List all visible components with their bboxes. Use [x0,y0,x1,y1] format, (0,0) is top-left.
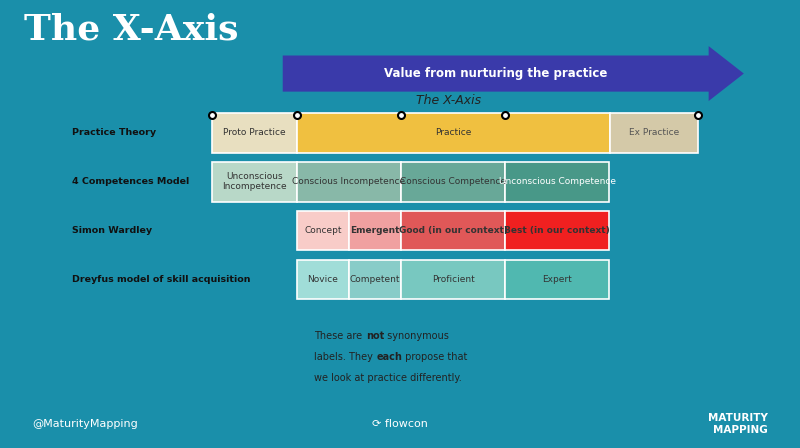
Text: @MaturityMapping: @MaturityMapping [32,419,138,429]
Text: Novice: Novice [307,275,338,284]
Text: each: each [376,352,402,362]
Text: Proficient: Proficient [432,275,474,284]
Text: Expert: Expert [542,275,572,284]
Text: Best (in our context): Best (in our context) [505,226,610,235]
FancyBboxPatch shape [505,211,610,250]
Text: Conscious Competence: Conscious Competence [400,177,506,186]
FancyBboxPatch shape [212,113,297,153]
Text: Competent: Competent [350,275,400,284]
Text: we look at practice differently.: we look at practice differently. [314,373,462,383]
FancyBboxPatch shape [505,260,610,299]
Text: Dreyfus model of skill acquisition: Dreyfus model of skill acquisition [71,275,250,284]
FancyBboxPatch shape [349,211,401,250]
Text: Value from nurturing the practice: Value from nurturing the practice [384,67,607,80]
Text: Unconscious Competence: Unconscious Competence [498,177,616,186]
Text: Ex Practice: Ex Practice [629,128,679,138]
Text: The X-Axis: The X-Axis [24,13,238,47]
FancyBboxPatch shape [212,162,297,202]
Text: Unconscious
Incompetence: Unconscious Incompetence [222,172,287,191]
FancyBboxPatch shape [610,113,698,153]
FancyBboxPatch shape [349,260,401,299]
Text: ⟳ flowcon: ⟳ flowcon [372,419,428,429]
Text: not: not [366,332,384,341]
Text: Emergent: Emergent [350,226,400,235]
Text: Good (in our context): Good (in our context) [398,226,507,235]
Text: Simon Wardley: Simon Wardley [71,226,152,235]
FancyBboxPatch shape [401,211,505,250]
Text: synonymous: synonymous [384,332,449,341]
Text: Practice: Practice [435,128,472,138]
Text: The X-Axis: The X-Axis [415,94,481,107]
Text: Concept: Concept [304,226,342,235]
FancyBboxPatch shape [297,113,610,153]
FancyBboxPatch shape [297,211,349,250]
Text: MATURITY
MAPPING: MATURITY MAPPING [708,413,768,435]
Text: Practice Theory: Practice Theory [71,128,156,138]
Text: propose that: propose that [402,352,468,362]
FancyBboxPatch shape [297,162,401,202]
Text: Proto Practice: Proto Practice [223,128,286,138]
Text: 4 Competences Model: 4 Competences Model [71,177,189,186]
FancyBboxPatch shape [505,162,610,202]
FancyBboxPatch shape [401,260,505,299]
FancyBboxPatch shape [401,162,505,202]
Text: These are: These are [314,332,366,341]
Text: Conscious Incompetence: Conscious Incompetence [292,177,406,186]
FancyBboxPatch shape [297,260,349,299]
Text: labels. They: labels. They [314,352,376,362]
Polygon shape [282,46,744,101]
